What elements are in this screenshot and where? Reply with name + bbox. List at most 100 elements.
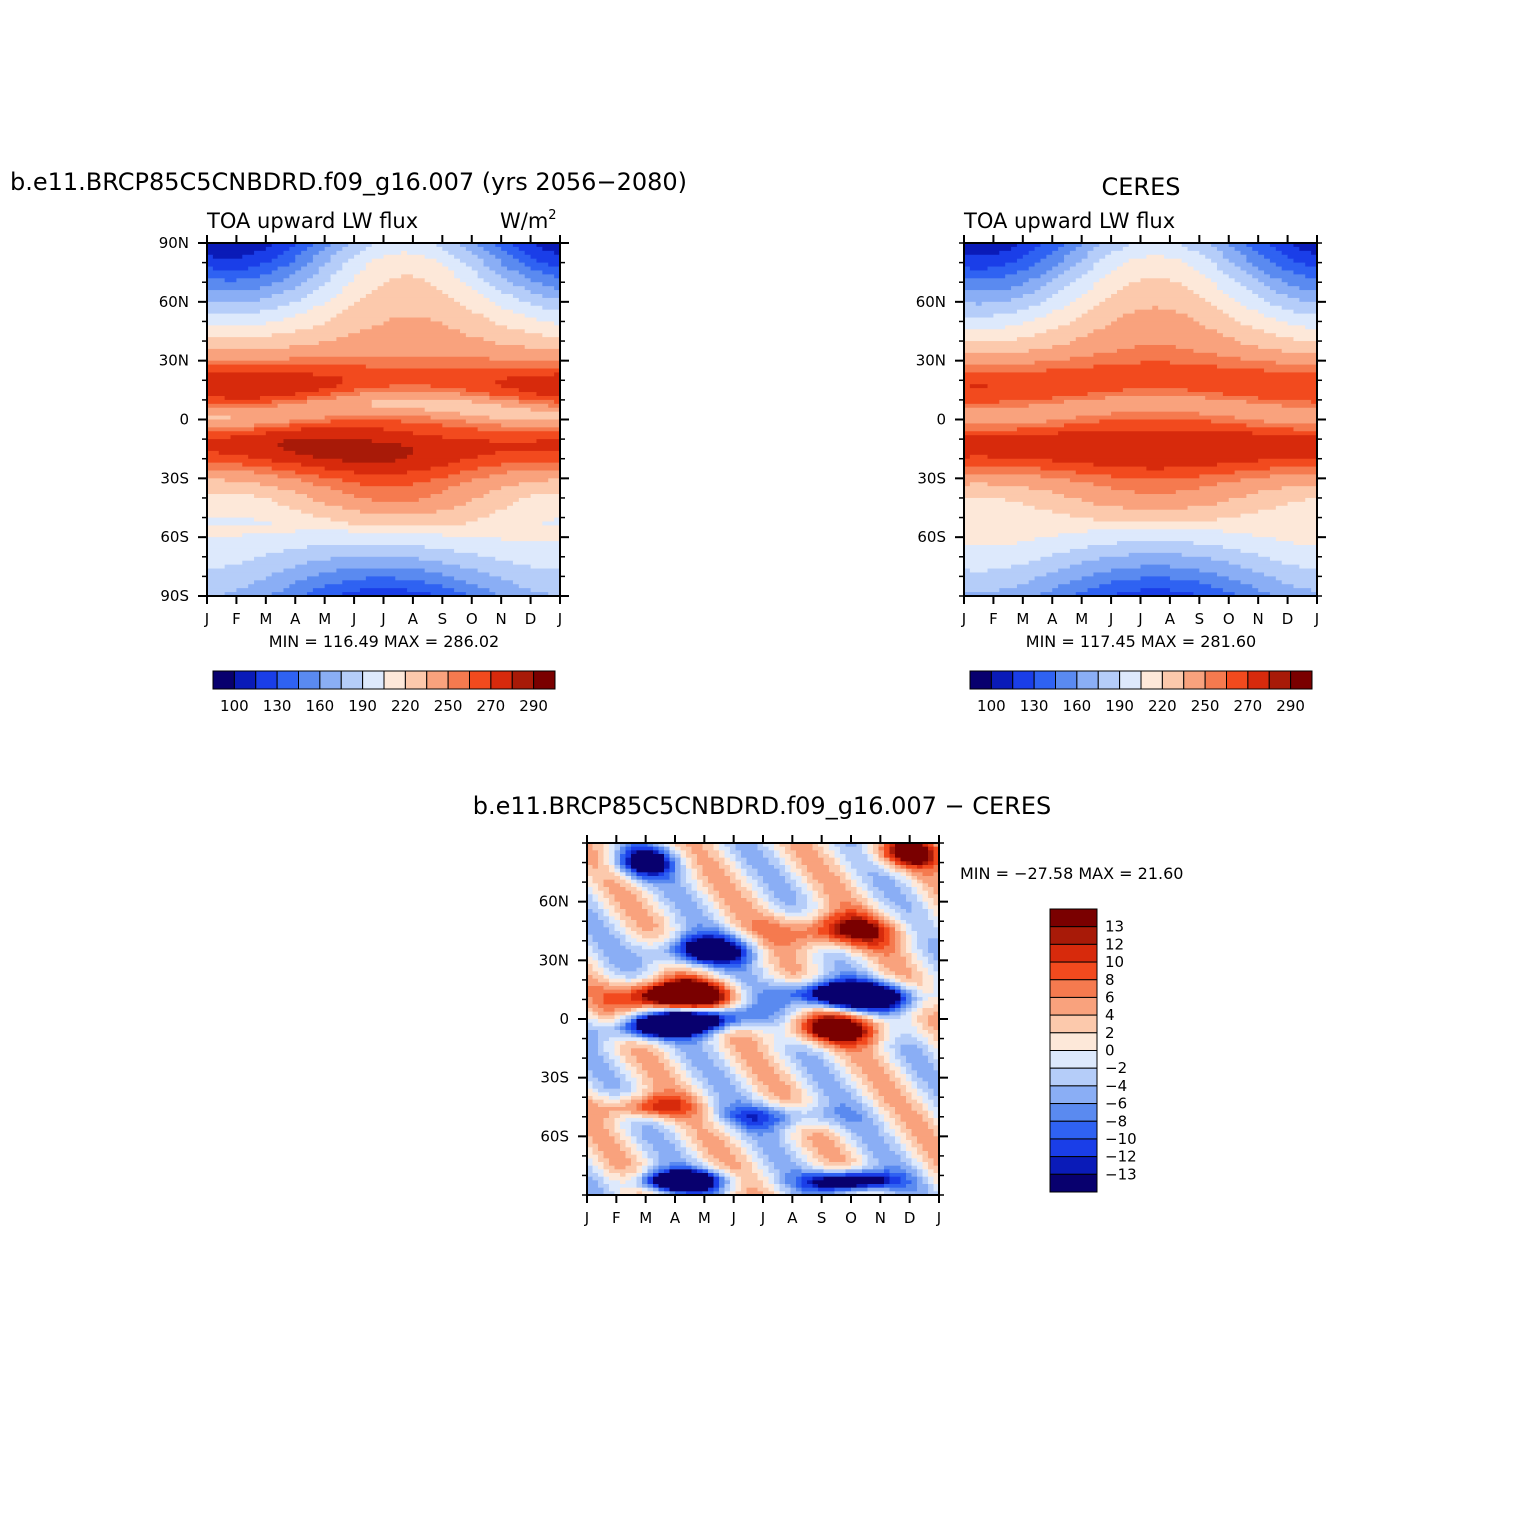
contour-cell [906, 1136, 918, 1141]
contour-cell [889, 1059, 902, 1064]
contour-cell [746, 1059, 770, 1064]
contour-cell [642, 887, 649, 892]
contour-cell [862, 1099, 874, 1104]
contour-cell [653, 846, 660, 851]
contour-cell [636, 850, 654, 855]
contour-cell [512, 580, 561, 585]
contour-cell [647, 997, 720, 1002]
panel-model-colorbar: 100 130 160 190 220 250 270 290 [212, 670, 556, 715]
contour-cell [713, 1132, 726, 1137]
contour-cell [647, 1015, 720, 1020]
contour-cell [359, 250, 402, 256]
contour-cell [669, 861, 676, 866]
contour-cell [851, 894, 863, 899]
contour-cell [664, 1041, 676, 1046]
panel-obs-variable: TOA upward LW flux [963, 209, 1175, 233]
contour-cell [785, 1004, 792, 1009]
contour-cell [647, 1151, 660, 1156]
contour-cell [801, 967, 808, 972]
contour-cell [664, 971, 676, 976]
contour-cell [207, 470, 255, 476]
contour-cell [818, 894, 830, 899]
contour-cell [807, 949, 819, 954]
contour-cell [856, 1140, 863, 1145]
contour-cell [741, 1055, 764, 1060]
contour-cell [933, 901, 940, 906]
contour-cell [719, 1107, 726, 1112]
contour-cell [342, 286, 379, 291]
contour-cell [964, 411, 1112, 417]
contour-cell [587, 997, 594, 1002]
contour-cell [763, 890, 775, 895]
contour-cell [407, 588, 455, 593]
contour-cell [669, 953, 676, 958]
contour-cell [1193, 290, 1224, 295]
contour-cell [933, 1158, 940, 1163]
contour-cell [1205, 297, 1236, 303]
contour-cell [207, 501, 279, 507]
contour-cell [735, 997, 742, 1002]
contour-cell [708, 1158, 720, 1163]
contour-cell [964, 254, 1024, 260]
contour-cell [713, 887, 737, 892]
contour-cell [763, 1099, 770, 1104]
contour-cell [642, 1165, 649, 1170]
contour-cell [911, 1033, 924, 1038]
contour-cell [354, 470, 408, 476]
contour-cell [708, 1030, 715, 1035]
contour-cell [812, 923, 825, 928]
contour-cell [906, 894, 918, 899]
contour-cell [851, 1011, 858, 1016]
contour-cell [691, 1136, 698, 1141]
contour-cell [851, 1129, 880, 1134]
contour-cell [336, 395, 490, 401]
contour-cell [900, 1158, 913, 1163]
contour-cell [862, 964, 869, 969]
contour-cell [1028, 250, 1053, 256]
contour-cell [889, 953, 902, 958]
contour-cell [964, 274, 1006, 279]
contour-cell [911, 1019, 918, 1024]
contour-cell [1252, 584, 1295, 589]
contour-cell [587, 960, 599, 965]
contour-cell [840, 1008, 847, 1013]
contour-cell [724, 993, 731, 998]
contour-cell [774, 843, 781, 848]
colorbar-box [1049, 1050, 1098, 1069]
contour-cell [697, 861, 720, 866]
contour-cell [625, 857, 632, 862]
contour-cell [207, 243, 273, 248]
contour-cell [851, 953, 863, 958]
contour-cell [675, 978, 682, 983]
contour-cell [598, 956, 610, 961]
contour-cell [969, 568, 989, 574]
contour-cell [675, 843, 687, 848]
contour-cell [873, 846, 880, 851]
contour-cell [708, 1037, 715, 1042]
contour-cell [884, 1107, 896, 1112]
contour-cell [964, 482, 971, 487]
contour-cell [911, 861, 924, 866]
contour-cell [680, 938, 687, 943]
contour-cell [587, 1191, 605, 1196]
contour-cell [724, 1015, 737, 1020]
contour-cell [790, 887, 803, 892]
contour-cell [1087, 545, 1224, 550]
contour-cell [1275, 537, 1318, 542]
contour-cell [741, 865, 753, 870]
contour-cell [664, 857, 671, 862]
contour-cell [702, 1085, 715, 1090]
contour-cell [1028, 266, 1053, 272]
contour-cell [840, 1132, 852, 1137]
contour-cell [625, 975, 638, 980]
contour-cell [407, 454, 479, 460]
contour-cell [603, 1187, 610, 1192]
contour-cell [324, 321, 385, 326]
contour-cell [801, 1184, 814, 1189]
contour-cell [554, 286, 561, 291]
contour-cell [614, 1059, 621, 1064]
contour-cell [218, 450, 296, 456]
contour-cell [680, 1132, 687, 1137]
contour-cell [625, 1180, 638, 1185]
contour-cell [757, 1114, 770, 1119]
